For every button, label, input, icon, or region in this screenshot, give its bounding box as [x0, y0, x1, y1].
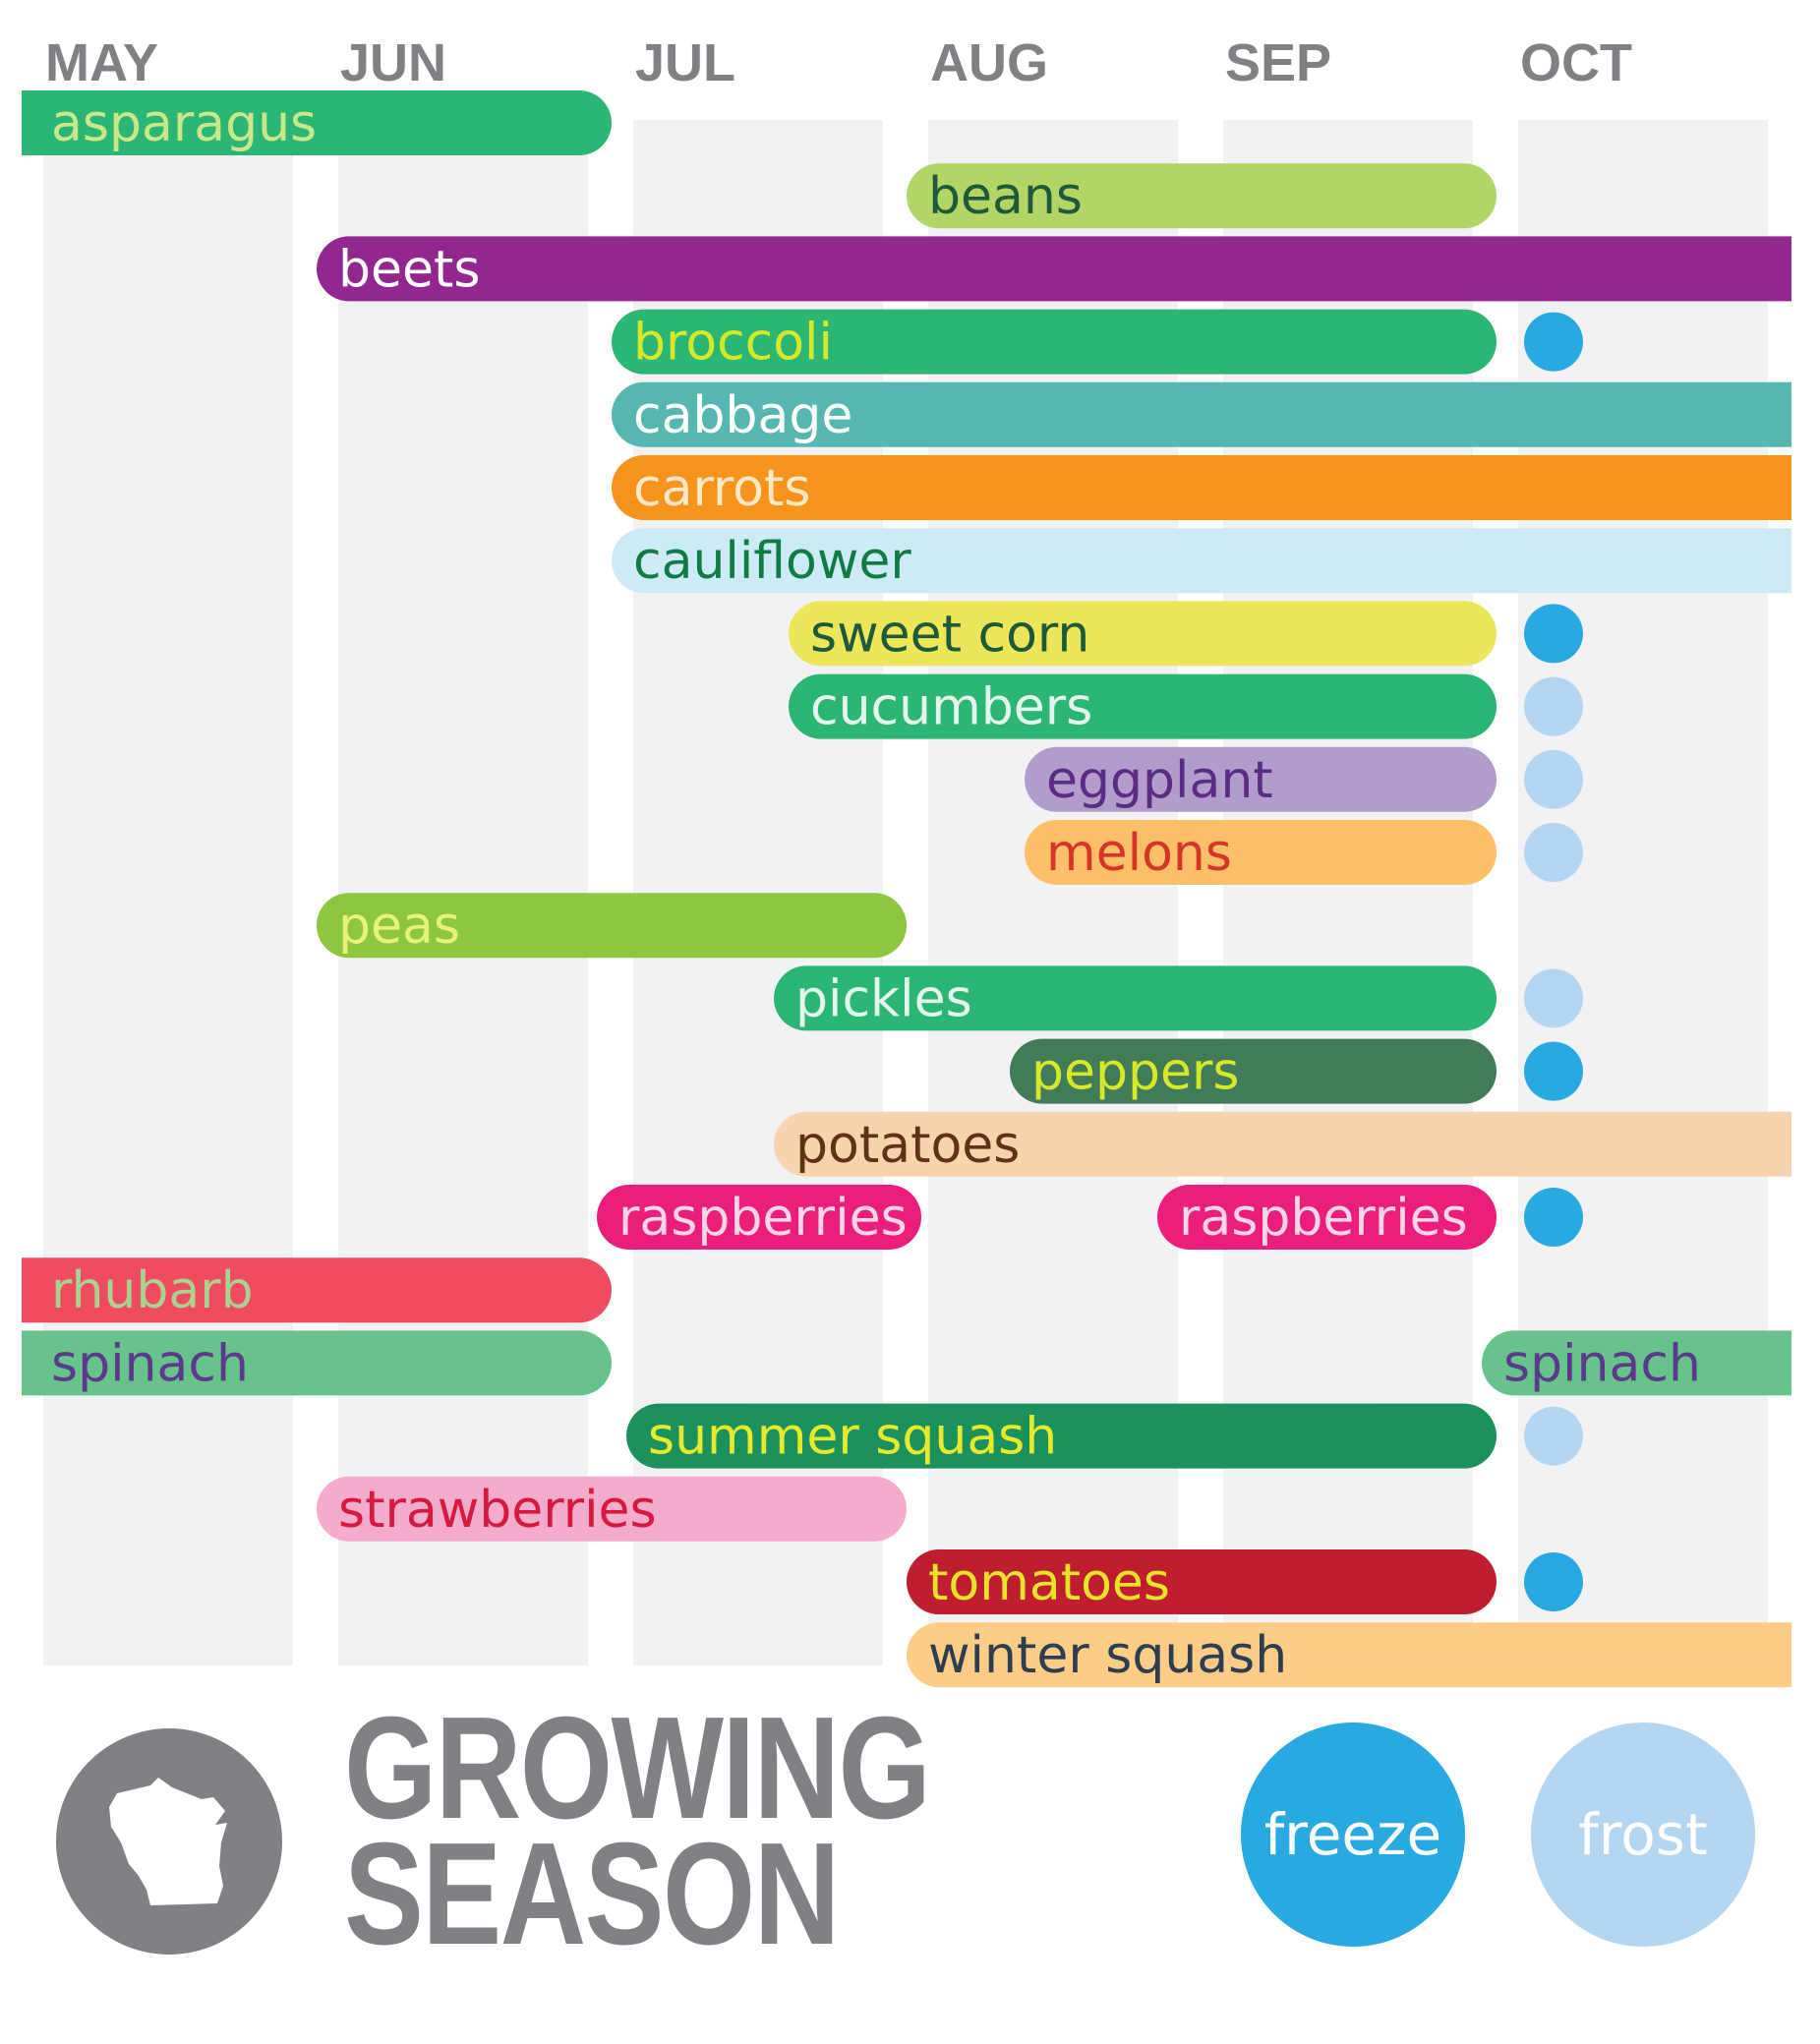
frost-marker-pickles [1524, 968, 1583, 1028]
bar-melons-10 [1025, 820, 1497, 885]
bar-beans-1 [907, 163, 1497, 229]
season-bars: asparagus beans beets broccoli cabbage carrot… [22, 90, 1792, 1688]
bar-label-cabbage-4: cabbage [633, 386, 852, 445]
bar-winter-squash-23 [907, 1622, 1791, 1688]
bar-cucumbers-8 [789, 673, 1497, 739]
bar-label-spinach-19: spinach [1503, 1334, 1701, 1393]
legend-frost-label: frost [1578, 1801, 1708, 1868]
bar-carrots-5 [612, 455, 1791, 520]
bar-label-summer-squash-20: summer squash [648, 1408, 1057, 1467]
bar-label-strawberries-21: strawberries [338, 1481, 657, 1540]
bar-label-broccoli-3: broccoli [633, 314, 833, 373]
bar-raspberries-15 [597, 1185, 921, 1250]
frost-marker-eggplant [1524, 749, 1583, 809]
state-badge [56, 1728, 282, 1955]
title-line-2: SEASON [344, 1813, 840, 1975]
month-label-jul: JUL [635, 33, 735, 92]
frost-marker-cucumbers [1524, 676, 1583, 736]
frost-freeze-markers [1524, 312, 1583, 1611]
freeze-marker-tomatoes [1524, 1552, 1583, 1611]
bar-rhubarb-17 [22, 1257, 613, 1323]
freeze-marker-broccoli [1524, 312, 1583, 372]
bar-spinach-18 [22, 1330, 613, 1396]
month-label-jun: JUN [340, 33, 446, 92]
legend-freeze-label: freeze [1263, 1801, 1442, 1868]
legend-freeze: freeze [1241, 1723, 1465, 1947]
bar-label-potatoes-14: potatoes [795, 1116, 1020, 1175]
month-band-may [43, 120, 293, 1665]
bar-raspberries-16 [1157, 1185, 1497, 1250]
bar-label-beets-2: beets [338, 240, 480, 299]
bar-tomatoes-22 [907, 1549, 1497, 1614]
month-labels: MAY JUN JUL AUG SEP OCT [45, 33, 1632, 92]
wisconsin-state-icon [109, 1778, 227, 1905]
month-label-may: MAY [45, 33, 158, 92]
legend-frost: frost [1531, 1723, 1755, 1947]
bar-label-raspberries-16: raspberries [1179, 1189, 1468, 1248]
bar-label-melons-10: melons [1046, 824, 1232, 883]
growing-season-chart: MAY JUN JUL AUG SEP OCT asparagus beans beets br… [22, 33, 1792, 1688]
bar-label-tomatoes-22: tomatoes [928, 1553, 1170, 1612]
bar-peppers-13 [1010, 1038, 1497, 1104]
month-label-oct: OCT [1520, 33, 1632, 92]
bar-eggplant-9 [1025, 746, 1497, 812]
bar-label-asparagus-0: asparagus [51, 94, 317, 153]
frost-marker-melons [1524, 823, 1583, 882]
bar-beets-2 [317, 236, 1791, 302]
bar-peas-11 [317, 893, 907, 959]
bar-sweet-corn-7 [789, 601, 1497, 667]
bar-label-raspberries-15: raspberries [618, 1189, 908, 1248]
bar-label-peppers-13: peppers [1031, 1043, 1239, 1102]
month-label-sep: SEP [1225, 33, 1331, 92]
bar-potatoes-14 [774, 1111, 1792, 1177]
bar-cabbage-4 [612, 381, 1792, 447]
bar-label-cucumbers-8: cucumbers [810, 678, 1092, 737]
bar-pickles-12 [774, 965, 1497, 1031]
bar-label-peas-11: peas [338, 897, 460, 956]
bar-summer-squash-20 [626, 1403, 1497, 1469]
bar-label-spinach-18: spinach [51, 1334, 249, 1393]
bar-label-beans-1: beans [928, 167, 1083, 226]
frost-marker-summer-squash [1524, 1406, 1583, 1466]
bar-label-sweet-corn-7: sweet corn [810, 605, 1089, 664]
month-band-jun [338, 120, 588, 1665]
bar-label-eggplant-9: eggplant [1046, 751, 1273, 810]
title-line-1: GROWING [344, 1687, 931, 1849]
freeze-marker-sweet-corn [1524, 604, 1583, 664]
bar-strawberries-21 [317, 1476, 907, 1542]
bar-label-rhubarb-17: rhubarb [51, 1261, 254, 1320]
month-label-aug: AUG [930, 33, 1048, 92]
freeze-marker-raspberries [1524, 1188, 1583, 1247]
bar-label-carrots-5: carrots [633, 459, 810, 518]
bar-label-cauliflower-6: cauliflower [633, 532, 911, 591]
chart-title: GROWING SEASON [344, 1687, 931, 1975]
bar-label-pickles-12: pickles [795, 969, 972, 1028]
bar-asparagus-0 [22, 90, 612, 155]
freeze-marker-peppers [1524, 1041, 1583, 1101]
bar-spinach-19 [1482, 1330, 1791, 1396]
bar-broccoli-3 [612, 309, 1497, 375]
bar-label-winter-squash-23: winter squash [928, 1626, 1287, 1685]
bar-cauliflower-6 [612, 528, 1792, 594]
